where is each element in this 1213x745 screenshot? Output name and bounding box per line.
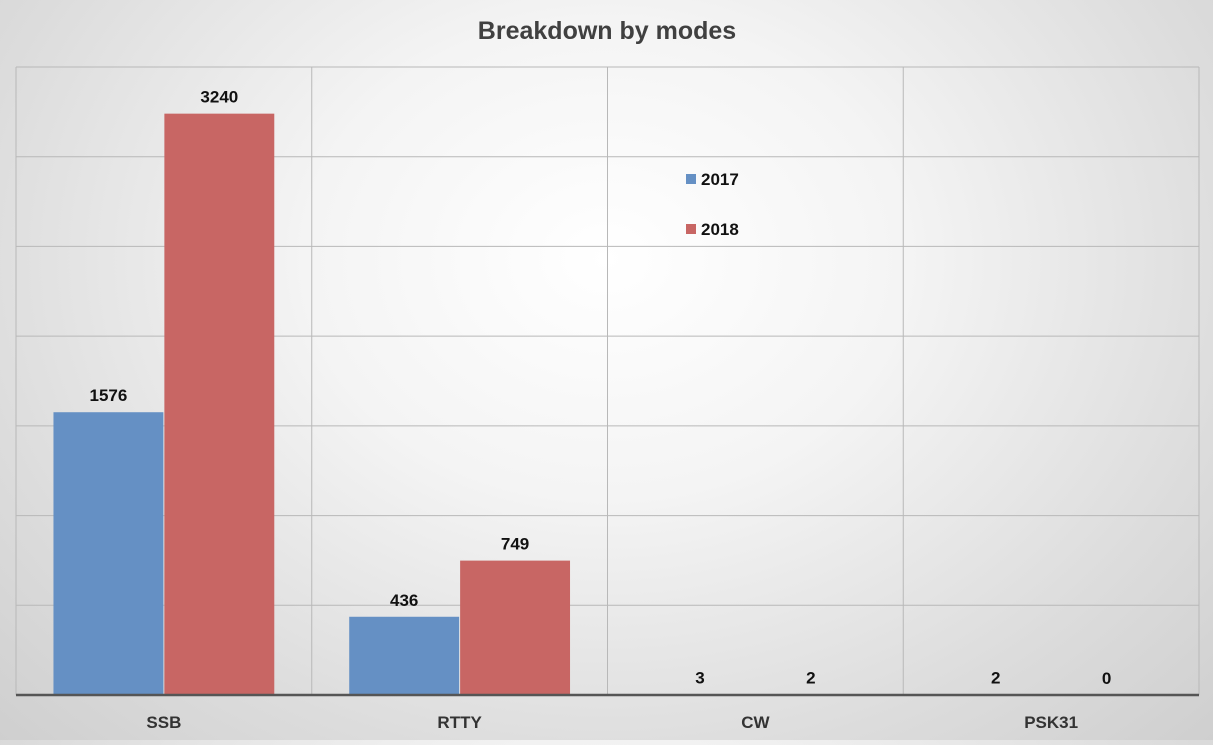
data-label: 2 [991, 669, 1000, 688]
legend-label: 2017 [701, 170, 739, 189]
x-tick-label: PSK31 [1024, 713, 1078, 732]
data-label: 436 [390, 591, 418, 610]
data-label: 749 [501, 535, 529, 554]
x-tick-label: CW [741, 713, 770, 732]
legend-label: 2018 [701, 220, 739, 239]
x-axis: SSB RTTY CW PSK31 [16, 695, 1199, 732]
x-tick-label: RTTY [437, 713, 482, 732]
legend: 2017 2018 [686, 170, 739, 239]
legend-swatch [686, 174, 696, 184]
data-label: 3 [695, 668, 704, 687]
bar-2017-RTTY [349, 617, 459, 695]
chart-title: Breakdown by modes [478, 17, 736, 45]
data-label: 0 [1102, 669, 1111, 688]
data-label: 1576 [90, 386, 128, 405]
data-label: 2 [806, 669, 815, 688]
bar-2018-SSB [164, 114, 274, 695]
x-tick-label: SSB [146, 713, 181, 732]
bars [53, 114, 1050, 695]
bar-2018-RTTY [460, 561, 570, 695]
data-label: 3240 [200, 88, 238, 107]
bar-2017-SSB [53, 412, 163, 695]
legend-swatch [686, 224, 696, 234]
